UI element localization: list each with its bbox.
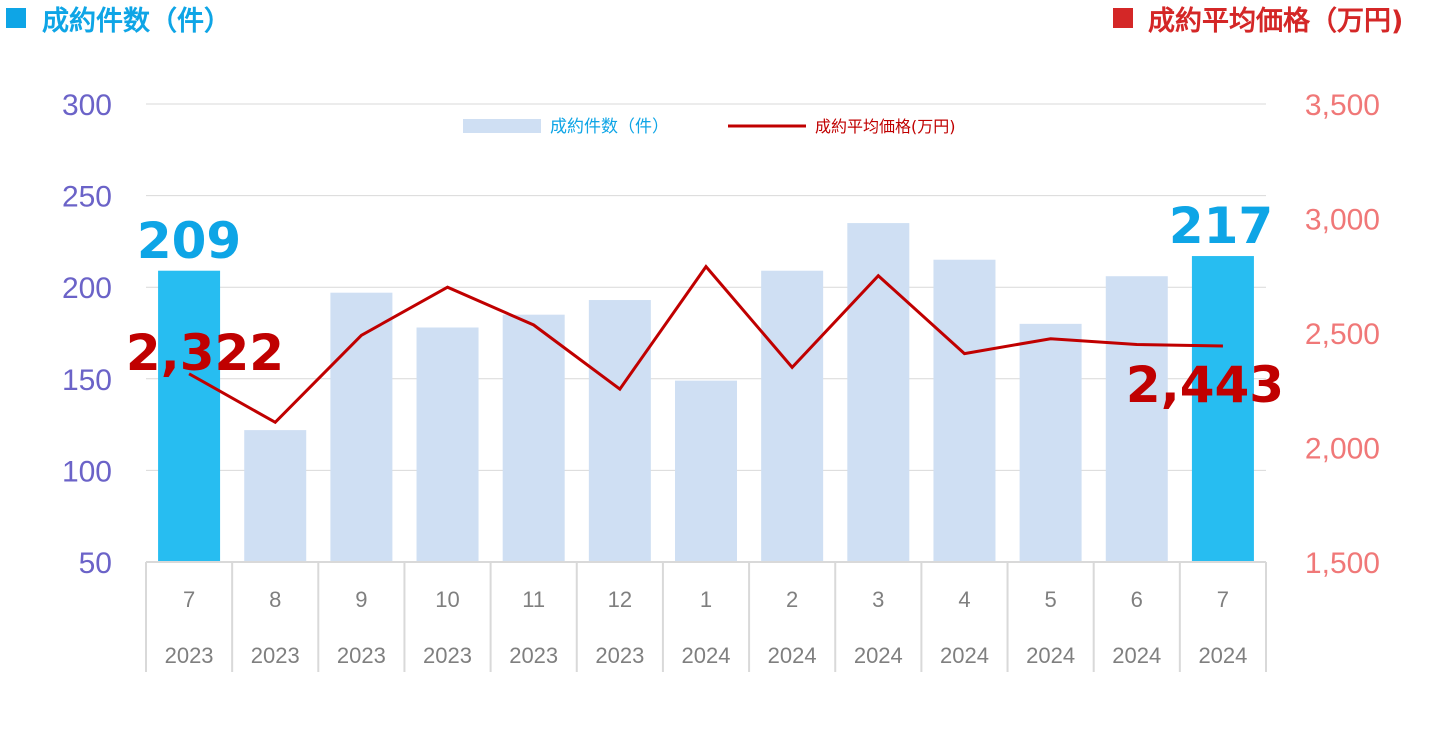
right-axis: 1,500 2,000 2,500 3,000 3,500 xyxy=(1305,89,1380,580)
bar xyxy=(1019,323,1082,562)
category-month-label: 4 xyxy=(958,587,970,612)
category-month-label: 10 xyxy=(435,587,459,612)
price-last-label: 2,443 xyxy=(1126,356,1284,414)
legend-bar-label: 成約件数（件） xyxy=(550,117,669,137)
count-last-label: 217 xyxy=(1169,197,1273,255)
bar xyxy=(330,292,393,562)
left-header-title: 成約件数（件） xyxy=(42,5,231,37)
category-year-label: 2023 xyxy=(595,643,644,668)
bar-series xyxy=(158,223,1254,562)
category-month-label: 7 xyxy=(183,587,195,612)
category-year-label: 2024 xyxy=(1026,643,1075,668)
category-month-label: 1 xyxy=(700,587,712,612)
category-month-label: 12 xyxy=(608,587,632,612)
left-tick-label: 150 xyxy=(62,364,112,397)
price-first-label: 2,322 xyxy=(126,324,284,382)
category-year-label: 2024 xyxy=(854,643,903,668)
right-tick-label: 3,500 xyxy=(1305,89,1380,122)
bar xyxy=(1105,276,1168,562)
legend: 成約件数（件） 成約平均価格(万円) xyxy=(463,117,956,137)
left-axis: 50 100 150 200 250 300 xyxy=(62,89,112,580)
category-year-label: 2024 xyxy=(940,643,989,668)
category-month-label: 2 xyxy=(786,587,798,612)
category-year-label: 2024 xyxy=(1198,643,1247,668)
category-year-label: 2024 xyxy=(1112,643,1161,668)
category-month-label: 6 xyxy=(1131,587,1143,612)
right-tick-label: 1,500 xyxy=(1305,547,1380,580)
left-tick-label: 300 xyxy=(62,89,112,122)
category-year-label: 2023 xyxy=(423,643,472,668)
category-year-label: 2023 xyxy=(251,643,300,668)
category-month-label: 3 xyxy=(872,587,884,612)
bar xyxy=(1191,256,1254,562)
category-month-label: 9 xyxy=(355,587,367,612)
left-tick-label: 50 xyxy=(79,547,112,580)
bar xyxy=(416,327,479,562)
bar xyxy=(244,430,307,562)
right-header-square-icon xyxy=(1113,8,1133,28)
category-year-label: 2023 xyxy=(509,643,558,668)
line-series xyxy=(188,264,1224,425)
bar xyxy=(761,270,824,562)
bar xyxy=(847,223,910,562)
left-tick-label: 200 xyxy=(62,272,112,305)
legend-line-label: 成約平均価格(万円) xyxy=(815,117,956,136)
left-tick-label: 250 xyxy=(62,181,112,214)
bar xyxy=(158,270,221,562)
category-year-label: 2024 xyxy=(682,643,731,668)
right-tick-label: 3,000 xyxy=(1305,204,1380,237)
category-month-label: 11 xyxy=(522,587,545,612)
category-year-label: 2023 xyxy=(337,643,386,668)
category-year-label: 2023 xyxy=(165,643,214,668)
right-tick-label: 2,000 xyxy=(1305,433,1380,466)
left-header-square-icon xyxy=(6,8,26,28)
count-first-label: 209 xyxy=(137,212,241,270)
category-axis: 7 2023 8 2023 9 2023 10 2023 11 2023 12 2023 1 2024 2 2… xyxy=(145,561,1267,672)
right-tick-label: 2,500 xyxy=(1305,318,1380,351)
right-header-title: 成約平均価格（万円) xyxy=(1148,5,1403,37)
bar xyxy=(675,380,737,562)
category-month-label: 7 xyxy=(1217,587,1229,612)
legend-bar-swatch xyxy=(463,119,541,133)
bar xyxy=(933,259,996,562)
bar xyxy=(588,300,651,562)
category-month-label: 5 xyxy=(1044,587,1056,612)
bar xyxy=(502,314,565,562)
left-tick-label: 100 xyxy=(62,455,112,488)
category-year-label: 2024 xyxy=(768,643,817,668)
category-month-label: 8 xyxy=(269,587,281,612)
